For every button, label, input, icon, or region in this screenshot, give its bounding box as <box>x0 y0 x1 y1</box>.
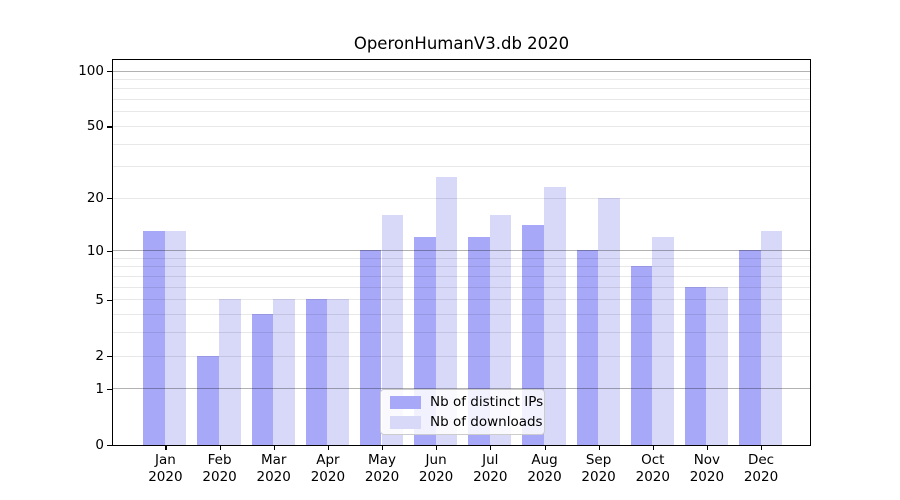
y-tick-100 <box>107 71 112 73</box>
minor-gridline-6 <box>112 286 810 288</box>
major-gridline-100 <box>112 70 810 72</box>
bar-downloads-jun <box>435 177 458 445</box>
x-tick-label-aug: Aug 2020 <box>527 452 562 485</box>
bar-downloads-mar <box>273 299 295 445</box>
y-tick-20 <box>107 198 112 200</box>
plot-area <box>111 58 811 446</box>
bar-downloads-nov <box>706 286 728 445</box>
y-tick-label-50: 50 <box>86 118 104 135</box>
x-tick-label-may: May 2020 <box>364 452 400 485</box>
x-tick-label-jan: Jan 2020 <box>148 452 183 485</box>
minor-gridline-5 <box>112 299 810 301</box>
y-tick-0 <box>107 445 112 447</box>
x-tick-jul <box>490 445 492 450</box>
y-tick-1 <box>107 388 112 390</box>
minor-gridline-7 <box>112 276 810 277</box>
bar-distinct-ips-jan <box>143 230 165 445</box>
legend-label-downloads: Nb of downloads <box>430 414 543 430</box>
legend: Nb of distinct IPs Nb of downloads <box>380 389 545 435</box>
bar-downloads-dec <box>760 230 783 445</box>
minor-gridline-70 <box>112 99 810 101</box>
x-tick-apr <box>327 445 330 450</box>
x-tick-dec <box>761 445 763 450</box>
x-tick-label-jul: Jul 2020 <box>473 452 508 485</box>
bar-distinct-ips-apr <box>305 299 328 445</box>
y-tick-label-20: 20 <box>86 190 104 207</box>
bar-downloads-jul <box>489 214 512 445</box>
x-tick-label-sep: Sep 2020 <box>581 452 616 485</box>
legend-item-downloads: Nb of downloads <box>390 414 543 430</box>
y-tick-50 <box>107 126 112 128</box>
x-tick-mar <box>273 445 275 450</box>
y-tick-10 <box>107 250 112 252</box>
minor-gridline-60 <box>112 111 810 113</box>
chart-title: OperonHumanV3.db 2020 <box>353 34 570 53</box>
y-tick-label-1: 1 <box>95 380 104 397</box>
bar-downloads-jan <box>164 230 187 445</box>
minor-gridline-3 <box>112 332 810 334</box>
legend-swatch-distinct-ips <box>390 395 421 409</box>
bar-distinct-ips-dec <box>738 250 761 445</box>
minor-gridline-4 <box>112 314 810 316</box>
x-tick-sep <box>598 445 600 450</box>
bar-downloads-sep <box>598 197 620 445</box>
x-tick-label-feb: Feb 2020 <box>202 452 237 485</box>
x-tick-oct <box>652 445 654 450</box>
y-tick-5 <box>107 299 112 301</box>
minor-gridline-2 <box>112 355 810 357</box>
x-tick-feb <box>219 445 221 450</box>
y-tick-label-100: 100 <box>78 63 104 79</box>
bar-distinct-ips-sep <box>576 250 599 445</box>
bar-distinct-ips-oct <box>630 266 653 445</box>
major-gridline-1 <box>112 388 810 390</box>
bar-distinct-ips-may <box>359 250 382 445</box>
bar-distinct-ips-nov <box>684 286 707 445</box>
minor-gridline-80 <box>112 88 810 90</box>
bar-distinct-ips-feb <box>197 355 220 445</box>
y-tick-label-2: 2 <box>95 348 104 364</box>
x-tick-label-dec: Dec 2020 <box>743 452 779 485</box>
minor-gridline-50 <box>112 125 810 127</box>
bar-downloads-feb <box>219 299 241 445</box>
y-tick-2 <box>107 356 112 358</box>
x-tick-aug <box>544 445 546 450</box>
minor-gridline-90 <box>112 78 810 80</box>
y-tick-label-5: 5 <box>95 291 104 308</box>
x-tick-label-mar: Mar 2020 <box>256 452 291 485</box>
legend-label-distinct-ips: Nb of distinct IPs <box>430 394 544 410</box>
x-tick-label-apr: Apr 2020 <box>310 452 346 485</box>
y-tick-label-0: 0 <box>95 437 104 453</box>
x-tick-label-oct: Oct 2020 <box>635 452 670 485</box>
bar-downloads-aug <box>543 187 566 445</box>
bar-downloads-oct <box>652 236 674 445</box>
y-tick-label-10: 10 <box>86 242 104 259</box>
bar-distinct-ips-mar <box>251 314 274 445</box>
minor-gridline-20 <box>112 197 810 199</box>
legend-swatch-downloads <box>390 415 421 429</box>
x-tick-may <box>382 445 384 450</box>
bar-downloads-may <box>381 214 404 445</box>
minor-gridline-40 <box>112 143 810 145</box>
x-tick-jan <box>165 445 167 450</box>
x-tick-label-nov: Nov 2020 <box>689 452 725 485</box>
bar-downloads-apr <box>327 299 349 445</box>
x-tick-label-jun: Jun 2020 <box>418 452 454 485</box>
legend-item-distinct-ips: Nb of distinct IPs <box>390 394 543 410</box>
minor-gridline-30 <box>112 166 810 168</box>
x-tick-nov <box>706 445 709 450</box>
major-gridline-10 <box>112 250 810 252</box>
minor-gridline-8 <box>112 266 810 268</box>
x-tick-jun <box>436 445 438 450</box>
minor-gridline-9 <box>112 257 810 259</box>
